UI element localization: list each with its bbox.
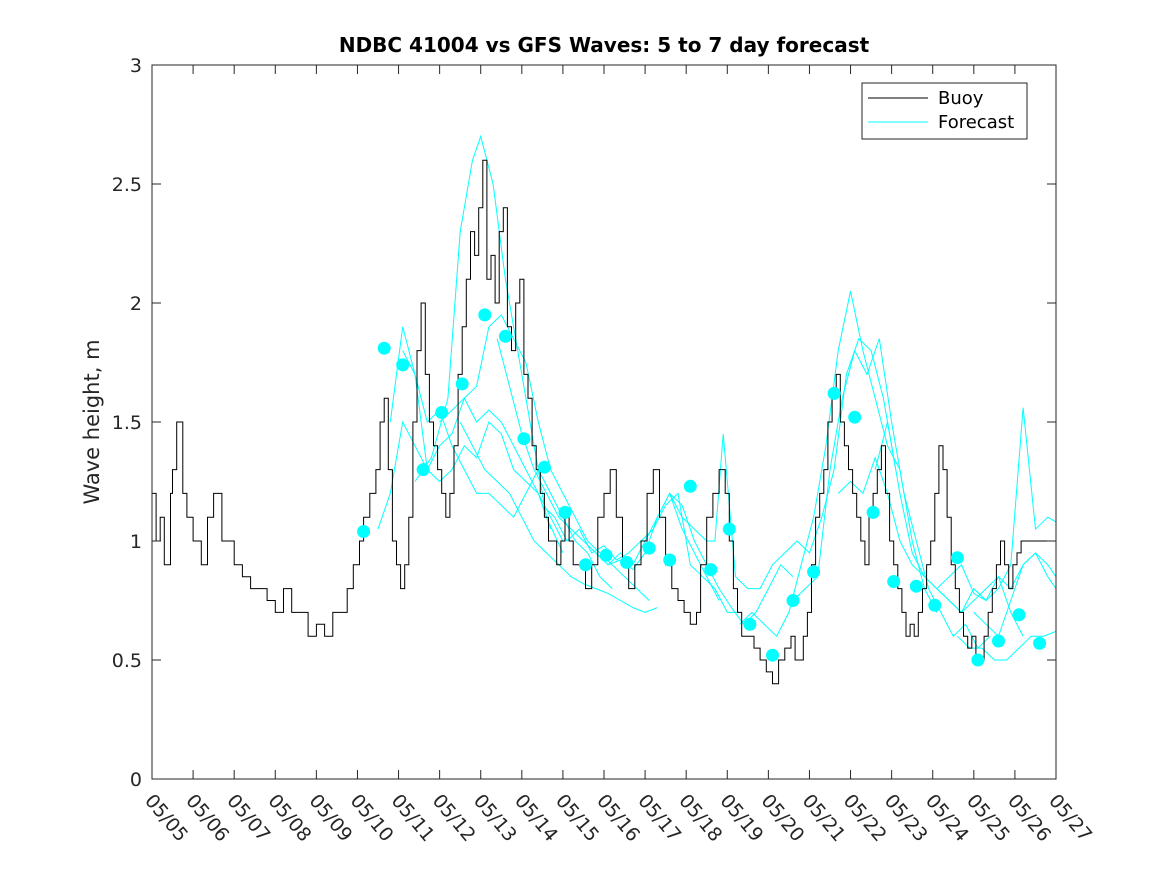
forecast-marker-22: [807, 565, 821, 579]
forecast-marker-15: [663, 553, 677, 567]
forecast-marker-11: [579, 558, 592, 572]
y-tick-label: 2: [130, 293, 142, 315]
forecast-marker-6: [478, 308, 492, 322]
forecast-marker-1: [377, 341, 391, 355]
y-axis: 0 0.5 1 1.5 2 2.5 3: [112, 55, 1056, 791]
forecast-marker-0: [357, 525, 371, 538]
forecast-marker-30: [971, 653, 985, 667]
forecast-line-1: [389, 326, 564, 542]
forecast-marker-12: [599, 548, 613, 562]
forecast-line-9: [669, 337, 897, 590]
y-tick-label: 1: [130, 531, 142, 553]
legend-box: [861, 82, 1028, 140]
forecast-line-15: [957, 630, 1056, 661]
forecast-marker-19: [743, 617, 757, 631]
forecast-marker-7: [498, 329, 512, 343]
y-tick-label: 3: [130, 55, 142, 77]
forecast-line-14: [936, 407, 1056, 602]
forecast-marker-25: [866, 505, 880, 519]
forecast-marker-27: [909, 579, 923, 593]
forecast-marker-24: [848, 410, 862, 424]
y-tick-label: 2.5: [112, 174, 142, 196]
legend: Buoy Forecast: [861, 82, 1028, 140]
forecast-marker-9: [537, 460, 551, 474]
forecast-marker-33: [1033, 636, 1047, 650]
forecast-marker-26: [887, 575, 901, 588]
y-tick-label: 1.5: [112, 412, 142, 434]
forecast-line-11: [792, 338, 991, 649]
forecast-marker-32: [1012, 608, 1026, 622]
forecast-marker-4: [435, 406, 449, 419]
forecast-marker-3: [416, 463, 430, 477]
forecast-markers-group: [357, 308, 1047, 667]
forecast-marker-21: [786, 594, 800, 607]
chart-title: NDBC 41004 vs GFS Waves: 5 to 7 day fore…: [339, 33, 870, 57]
forecast-marker-17: [704, 563, 718, 577]
forecast-marker-31: [992, 634, 1005, 648]
forecast-marker-2: [396, 358, 410, 372]
forecast-marker-13: [620, 555, 634, 569]
forecast-marker-10: [558, 505, 572, 519]
y-tick-label: 0.5: [112, 650, 142, 672]
y-tick-label: 0: [130, 769, 142, 791]
legend-label-buoy: Buoy: [938, 88, 984, 109]
forecast-line-4: [439, 314, 650, 601]
forecast-marker-8: [517, 432, 531, 446]
forecast-marker-23: [827, 386, 841, 400]
forecast-marker-14: [642, 541, 656, 555]
forecast-marker-28: [928, 598, 942, 612]
forecast-marker-5: [455, 377, 469, 391]
legend-label-forecast: Forecast: [938, 112, 1014, 133]
forecast-marker-16: [683, 479, 697, 493]
forecast-marker-18: [722, 522, 736, 536]
forecast-marker-20: [766, 648, 779, 662]
forecast-marker-29: [950, 551, 964, 565]
y-axis-label: Wave height, m: [80, 339, 104, 504]
